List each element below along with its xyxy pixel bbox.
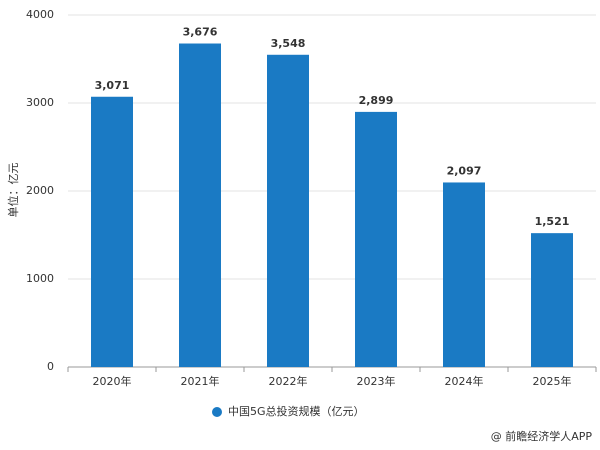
x-tick-label: 2021年 [181,374,220,388]
x-tick-label: 2025年 [533,374,572,388]
y-axis-label: 单位：亿元 [6,163,20,218]
x-tick-label: 2020年 [93,374,132,388]
x-tick-label: 2024年 [445,374,484,388]
source: @ 前瞻经济学人APP [491,429,593,443]
bar [443,182,485,367]
bar [179,43,221,368]
bar [91,96,133,367]
y-tick-label: 2000 [26,184,54,197]
y-tick-label: 4000 [26,8,54,21]
value-label: 3,071 [95,79,130,92]
bar [355,111,397,367]
bar [531,233,573,367]
y-tick-label: 0 [47,360,54,373]
y-tick-label: 1000 [26,272,54,285]
x-tick-label: 2023年 [357,374,396,388]
bar [267,54,309,367]
x-tick-label: 2022年 [269,374,308,388]
value-label: 2,097 [447,164,482,177]
legend-marker [212,407,222,417]
legend-label: 中国5G总投资规模（亿元） [228,404,365,418]
value-label: 2,899 [359,94,394,107]
y-tick-label: 3000 [26,96,54,109]
value-label: 3,676 [183,26,218,39]
value-label: 3,548 [271,37,306,50]
value-label: 1,521 [535,215,570,228]
